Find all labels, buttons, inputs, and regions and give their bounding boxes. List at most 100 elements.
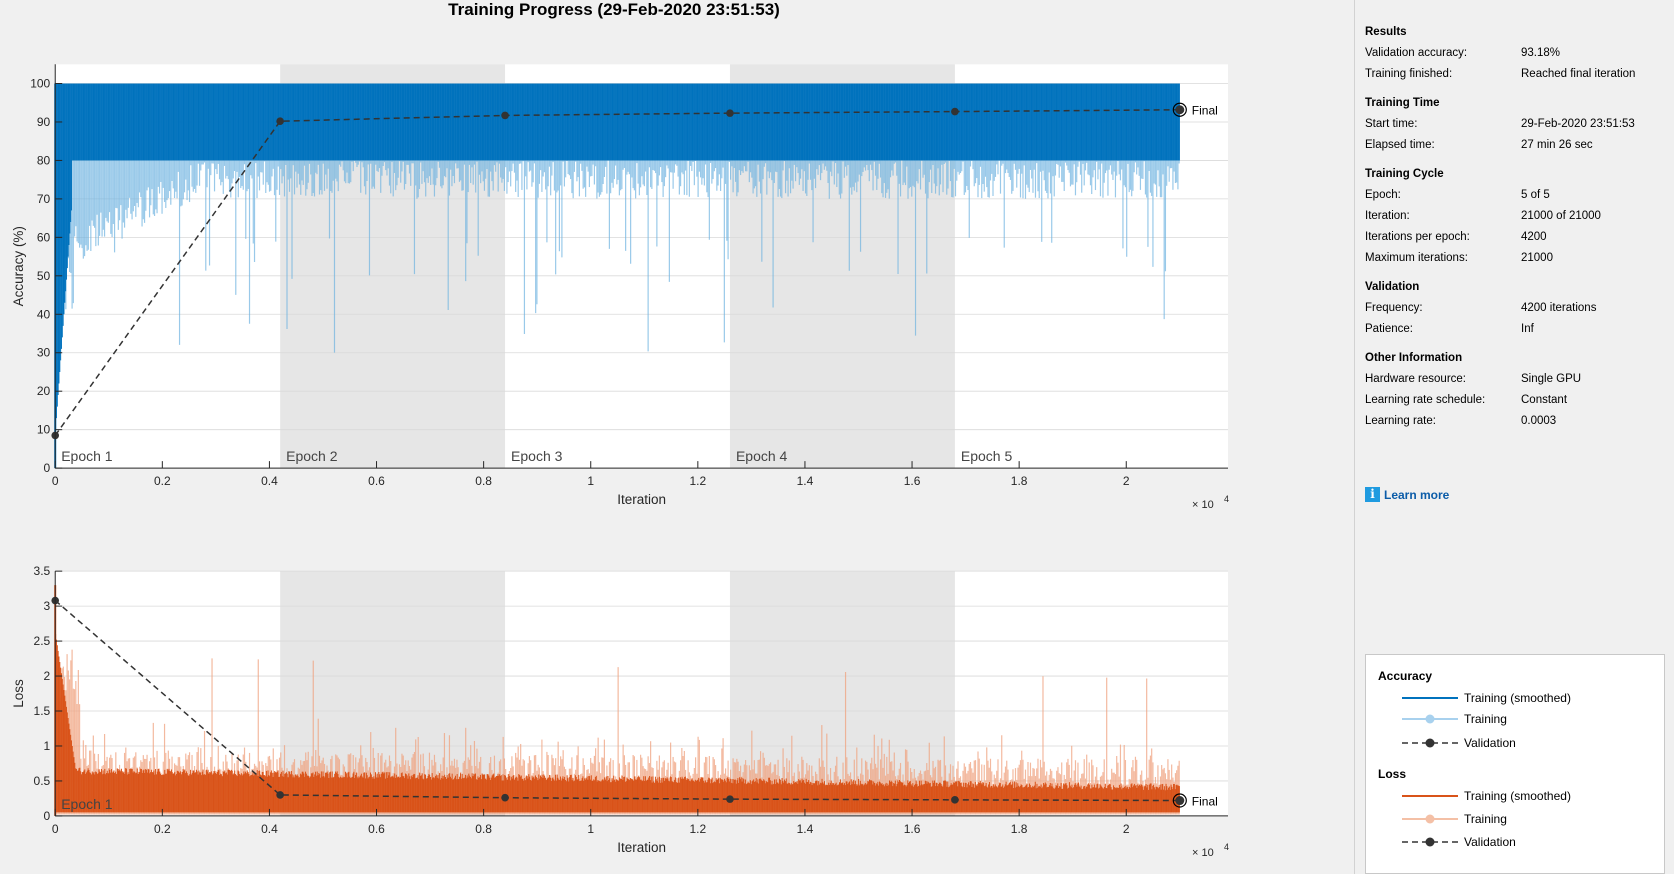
other-information-section: Other Information Hardware resource: Sing… <box>1365 348 1665 432</box>
info-row: Hardware resource: Single GPU <box>1365 369 1665 390</box>
y-tick-label: 1 <box>44 739 51 753</box>
info-row: Validation accuracy: 93.18% <box>1365 43 1665 64</box>
info-icon: i <box>1365 487 1380 502</box>
legend-label: Training <box>1464 712 1507 726</box>
y-tick-label: 100 <box>30 77 50 91</box>
legend-label: Validation <box>1464 835 1516 849</box>
x-tick-label: 0.4 <box>261 822 278 836</box>
validation-section: Validation Frequency: 4200 iterations Pat… <box>1365 277 1665 340</box>
legend-line-icon <box>1402 697 1458 699</box>
x-tick-label: 0.6 <box>368 822 385 836</box>
info-row: Start time: 29-Feb-2020 23:51:53 <box>1365 114 1665 135</box>
y-tick-label: 0 <box>44 809 51 823</box>
x-tick-label: 0 <box>52 474 59 488</box>
legend-label: Training <box>1464 812 1507 826</box>
info-label: Patience: <box>1365 323 1413 335</box>
info-value: Reached final iteration <box>1521 68 1636 80</box>
x-tick-label: 0.4 <box>261 474 278 488</box>
x-exponent-label: × 10 <box>1192 847 1214 859</box>
y-tick-label: 2 <box>44 669 51 683</box>
validation-point <box>951 107 959 116</box>
validation-line <box>54 108 1180 436</box>
x-tick-label: 1.2 <box>689 474 706 488</box>
training-info: Results Validation accuracy: 93.18% Train… <box>1365 22 1665 440</box>
results-section: Results Validation accuracy: 93.18% Train… <box>1365 22 1665 85</box>
info-value: 93.18% <box>1521 47 1561 59</box>
legend-dashed-marker-icon <box>1402 738 1458 748</box>
page-title: Training Progress (29-Feb-2020 23:51:53) <box>448 0 780 19</box>
section-title: Results <box>1365 26 1407 38</box>
validation-point <box>726 109 734 117</box>
training-time-section: Training Time Start time: 29-Feb-2020 23:… <box>1365 93 1665 156</box>
section-title: Validation <box>1365 281 1420 293</box>
legend-line-icon <box>1402 795 1458 797</box>
section-title: Other Information <box>1365 352 1463 364</box>
x-tick-label: 1.4 <box>797 822 814 836</box>
x-tick-label: 2 <box>1123 822 1130 836</box>
info-label: Elapsed time: <box>1365 139 1435 151</box>
y-tick-label: 70 <box>37 192 51 206</box>
info-value: 27 min 26 sec <box>1521 139 1593 151</box>
x-tick-label: 0 <box>52 822 59 836</box>
info-label: Epoch: <box>1365 189 1401 201</box>
x-exponent-power: 4 <box>1224 494 1229 504</box>
x-exponent-label: × 10 <box>1192 499 1214 511</box>
final-marker-ring <box>1172 102 1187 117</box>
info-value: Single GPU <box>1521 373 1582 385</box>
x-tick-label: 1.6 <box>904 474 921 488</box>
legend-label: Training (smoothed) <box>1464 691 1571 705</box>
info-value: 5 of 5 <box>1521 189 1550 201</box>
learn-more-label: Learn more <box>1384 487 1450 502</box>
legend: Accuracy Training (smoothed) Training Va… <box>1365 654 1665 874</box>
info-row: Maximum iterations: 21000 <box>1365 248 1665 269</box>
validation-point <box>501 111 509 120</box>
info-row: Patience: Inf <box>1365 319 1665 340</box>
info-label: Validation accuracy: <box>1365 47 1468 59</box>
validation-point <box>276 791 284 799</box>
info-row: Frequency: 4200 iterations <box>1365 298 1665 319</box>
x-tick-label: 0.6 <box>368 474 385 488</box>
info-label: Iteration: <box>1365 210 1410 222</box>
legend-line-marker-icon <box>1402 814 1458 824</box>
info-value: 0.0003 <box>1521 415 1557 427</box>
info-label: Learning rate schedule: <box>1365 394 1486 406</box>
training-plots: Epoch 1 Epoch 2 Epoch 3 Epoch 4 Epoch 5 Final… <box>11 64 1229 859</box>
info-label: Iterations per epoch: <box>1365 231 1470 243</box>
epoch-shade <box>729 571 955 816</box>
info-label: Training finished: <box>1365 68 1453 80</box>
legend-dashed-marker-icon <box>1402 837 1458 847</box>
learn-more-link[interactable]: i Learn more <box>1365 487 1449 502</box>
x-tick-label: 2 <box>1123 474 1130 488</box>
y-tick-label: 1.5 <box>34 704 51 718</box>
info-row: Learning rate schedule: Constant <box>1365 390 1665 411</box>
section-title: Training Cycle <box>1365 168 1444 180</box>
info-label: Hardware resource: <box>1365 373 1466 385</box>
final-marker-ring <box>1172 793 1187 808</box>
info-value: 21000 of 21000 <box>1521 210 1601 222</box>
x-tick-label: 1.8 <box>1011 822 1028 836</box>
legend-item: Training (smoothed) <box>1402 789 1571 803</box>
legend-item: Training <box>1402 812 1507 826</box>
validation-point <box>1175 105 1185 115</box>
legend-accuracy-title: Accuracy <box>1378 669 1433 683</box>
x-exponent-power: 4 <box>1224 842 1229 852</box>
y-tick-label: 3.5 <box>34 564 51 578</box>
legend-label: Training (smoothed) <box>1464 789 1571 803</box>
y-tick-label: 60 <box>37 230 51 244</box>
legend-line-marker-icon <box>1402 714 1458 724</box>
y-tick-label: 50 <box>37 269 51 283</box>
legend-label: Validation <box>1464 736 1516 750</box>
legend-loss-title: Loss <box>1378 767 1407 781</box>
info-row: Iterations per epoch: 4200 <box>1365 227 1665 248</box>
legend-item: Validation <box>1402 736 1516 750</box>
info-value: 4200 <box>1521 231 1547 243</box>
epoch-label: Epoch 3 <box>511 448 563 464</box>
x-tick-label: 1 <box>587 822 594 836</box>
info-label: Maximum iterations: <box>1365 252 1468 264</box>
y-tick-label: 10 <box>37 423 51 437</box>
info-label: Learning rate: <box>1365 415 1436 427</box>
y-tick-label: 2.5 <box>34 634 51 648</box>
info-row: Iteration: 21000 of 21000 <box>1365 206 1665 227</box>
info-value: Constant <box>1521 394 1568 406</box>
validation-point <box>726 795 734 803</box>
